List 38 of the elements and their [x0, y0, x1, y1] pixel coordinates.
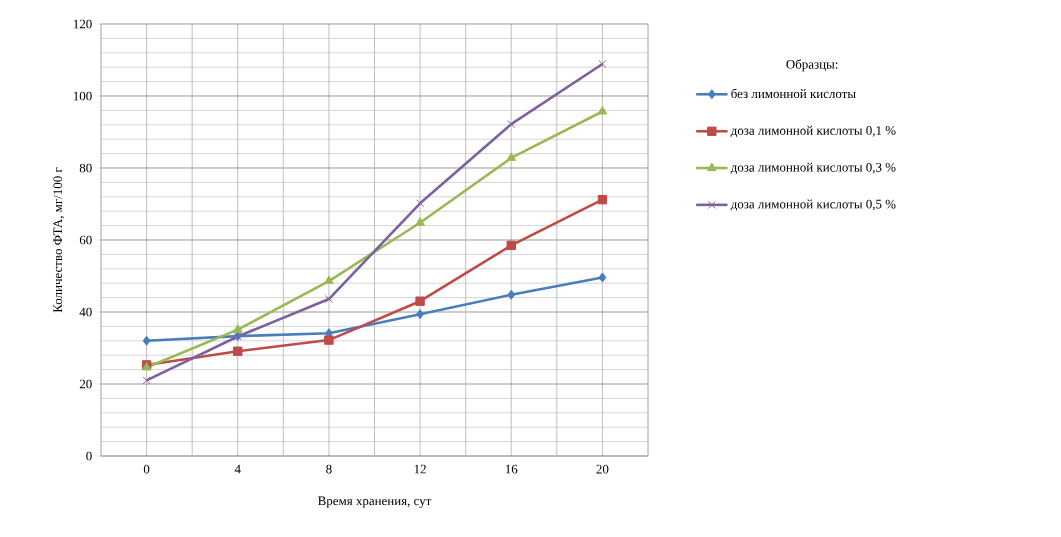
y-tick-label: 100	[73, 91, 92, 101]
point	[142, 335, 151, 346]
y-tick-label: 120	[73, 19, 92, 29]
legend-label: без лимонной кислоты	[731, 88, 856, 99]
point	[598, 59, 607, 68]
point	[324, 295, 333, 304]
point	[233, 346, 243, 356]
y-axis-title: Количество ФТА, мг/100 г	[53, 167, 64, 313]
y-tick-label: 60	[79, 235, 92, 245]
point	[416, 309, 424, 320]
x-tick-label: 12	[414, 464, 426, 474]
x-tick-label: 0	[143, 464, 150, 474]
y-tick-label: 0	[86, 451, 92, 461]
point	[232, 324, 243, 333]
y-tick-label: 80	[79, 163, 92, 173]
x-axis-title: Время хранения, сут	[318, 496, 432, 508]
point	[507, 120, 516, 129]
point	[415, 296, 425, 306]
x-tick-label: 4	[234, 464, 241, 474]
legend-label: доза лимонной кислоты 0,1 %	[730, 125, 896, 138]
legend-label: доза лимонной кислоты 0,3 %	[730, 162, 896, 175]
x-tick-label: 16	[505, 464, 518, 474]
point	[324, 335, 334, 345]
point	[597, 194, 608, 205]
x-tick-label: 20	[596, 464, 609, 474]
y-tick-label: 40	[79, 307, 92, 317]
point	[507, 289, 516, 300]
point	[598, 272, 607, 283]
point	[324, 275, 334, 285]
point	[415, 217, 425, 226]
legend-label: доза лимонной кислоты 0,5 %	[730, 199, 896, 211]
point	[506, 152, 517, 161]
point	[142, 376, 151, 385]
legend-title: Образцы:	[786, 59, 838, 72]
y-tick-label: 20	[79, 379, 92, 389]
point	[506, 240, 516, 251]
point	[416, 199, 425, 208]
x-tick-label: 8	[326, 464, 332, 474]
